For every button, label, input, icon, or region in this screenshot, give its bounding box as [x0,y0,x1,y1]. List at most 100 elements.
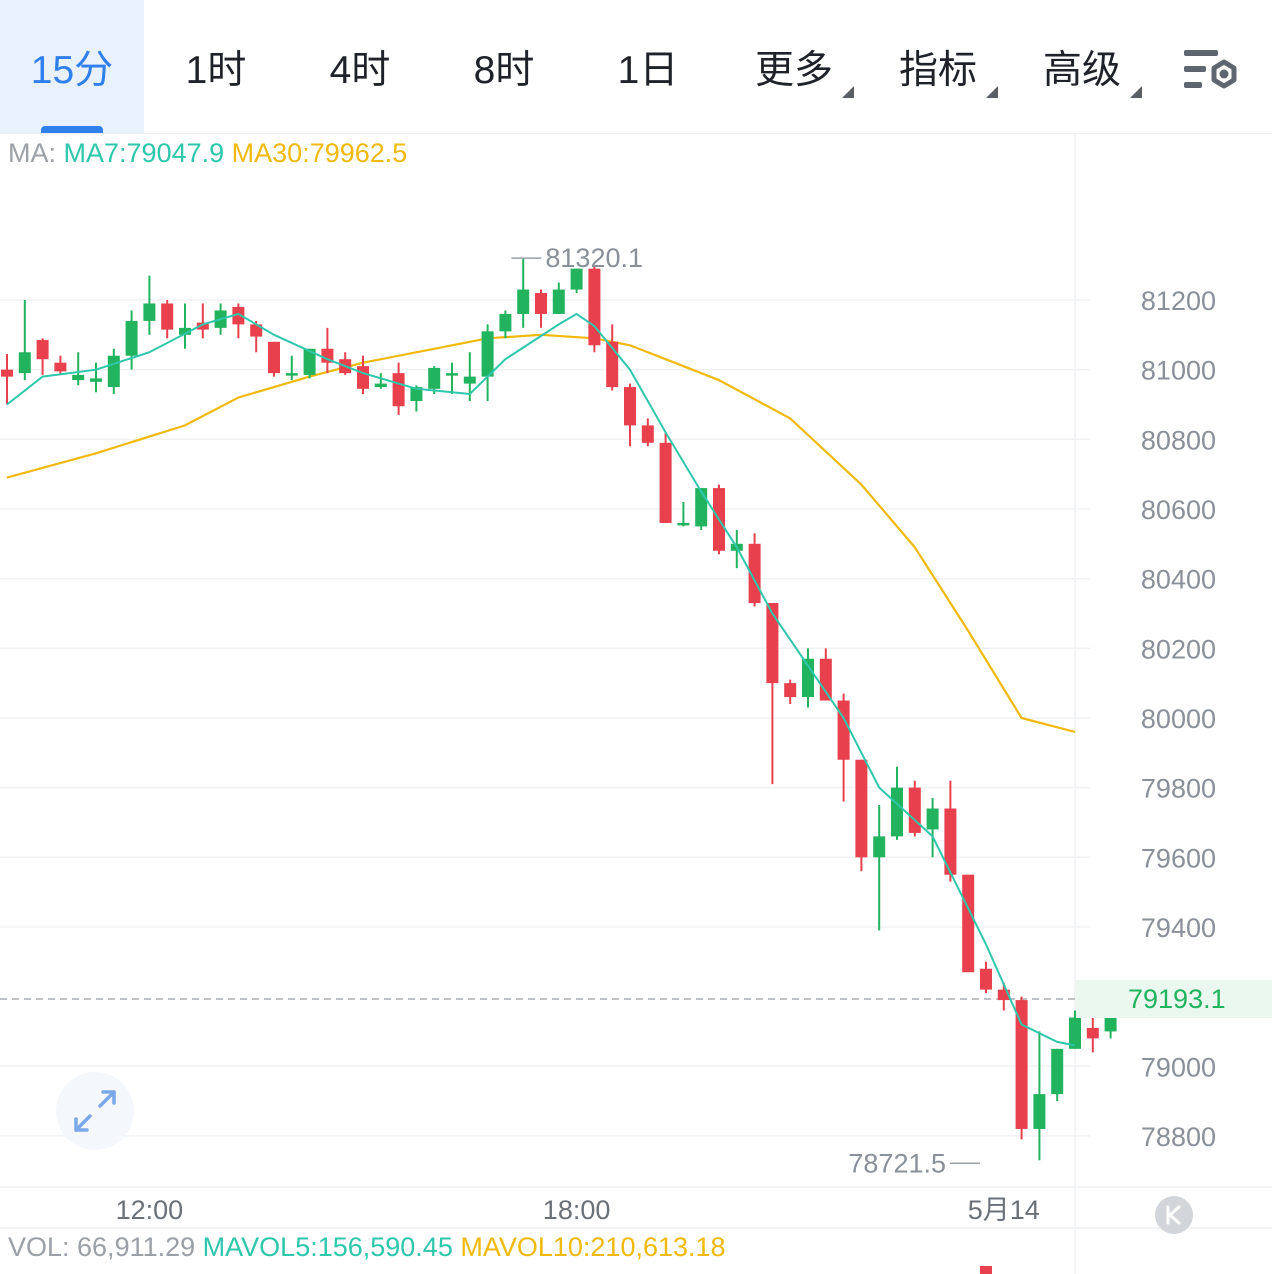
tab-indicators-dropdown[interactable]: 指标 [866,0,1010,133]
candle-body [1015,1000,1028,1129]
candle-body [766,603,779,684]
y-tick-label: 79600 [1141,843,1216,873]
candle-body [873,836,886,858]
candle-body [855,759,868,858]
volume-bar [980,1266,992,1274]
candle-body [624,387,636,426]
y-tick-label: 80800 [1141,425,1216,455]
candle-body [997,989,1010,1001]
ma-legend-prefix: MA: [8,138,64,168]
candle-body [1033,1094,1046,1129]
candle-body [641,425,654,443]
tab-label: 1时 [185,48,247,92]
active-tab-indicator [41,126,103,133]
x-tick-label: 12:00 [116,1195,184,1225]
candle-body [1,369,13,377]
current-price-value: 79193.1 [1128,983,1226,1014]
tab-advanced-dropdown[interactable]: 高级 [1010,0,1154,133]
candle-body [125,320,138,356]
candle-body [481,331,494,377]
scroll-to-latest-button[interactable] [1155,1196,1193,1234]
candle-body [819,658,832,701]
candle-body [303,348,316,375]
candle-body [552,289,565,314]
tab-more-dropdown[interactable]: 更多 [722,0,866,133]
candle-body [357,366,369,389]
low-price-label: 78721.5 [848,1148,946,1178]
candle-body [926,808,939,830]
dropdown-triangle-icon [1130,86,1142,98]
candle-body [962,874,975,973]
candle-body [196,322,209,330]
candle-body [90,378,102,382]
tab-label: 4时 [329,48,391,92]
y-tick-label: 80600 [1141,495,1216,525]
tab-label: 15分 [30,48,114,92]
candle-body [285,373,298,376]
tab-label: 高级 [1042,48,1121,92]
ma-legend: MA: MA7:79047.9 MA30:79962.5 [8,138,407,169]
y-tick-label: 79400 [1141,913,1216,943]
candle-body [980,968,992,990]
tab-1d[interactable]: 1日 [576,0,720,133]
mavol10-value: MAVOL10:210,613.18 [460,1232,726,1262]
candle-body [232,306,245,325]
y-tick-label: 80200 [1141,634,1216,664]
y-tick-label: 79800 [1141,774,1216,804]
latest-icon [1166,1205,1181,1225]
candle-body [36,340,49,360]
candle-body [677,522,690,526]
candle-body [428,367,441,389]
ma7-line [6,312,1076,1047]
candle-body [1051,1048,1064,1095]
candle-body [179,327,191,335]
candle-body [392,373,405,407]
dropdown-triangle-icon [842,86,854,98]
candle-body [268,341,280,374]
x-tick-label: 18:00 [543,1195,611,1225]
candle-body [143,303,156,321]
current-price-tag: 79193.1 [1076,980,1272,1018]
candle-body [1069,1017,1081,1049]
candle-body [107,355,120,388]
tab-4h[interactable]: 4时 [288,0,432,133]
timeframe-tabbar: 15分 1时 4时 8时 1日 更多 指标 高级 [0,0,1272,134]
candle-body [837,700,850,760]
tab-label: 1日 [617,48,679,92]
candle-body [446,373,458,376]
y-tick-label: 80000 [1141,704,1216,734]
high-price-label: 81320.1 [545,243,643,273]
expand-chart-button[interactable] [56,1072,134,1150]
candle-body [18,352,31,374]
candle-body [570,268,583,290]
tab-label: 8时 [473,48,535,92]
y-tick-label: 81000 [1141,356,1216,386]
chart-settings-icon[interactable] [1180,44,1244,102]
candle-body [161,303,174,330]
candle-body [802,658,814,698]
volume-legend: VOL: 66,911.29 MAVOL5:156,590.45 MAVOL10… [8,1232,726,1263]
x-tick-label: 5月14 [968,1195,1040,1225]
ma7-value: MA7:79047.9 [63,138,225,168]
candle-body [72,374,85,381]
candle-body [784,683,797,698]
candle-body [517,289,530,314]
candle-body [908,787,921,833]
candle-body [499,313,512,332]
ma30-line [6,333,1076,733]
candle-body [588,268,601,346]
tab-8h[interactable]: 8时 [432,0,576,133]
candle-body [463,376,476,384]
tab-15m[interactable]: 15分 [0,0,144,133]
candle-body [695,488,708,527]
ma30-value: MA30:79962.5 [231,138,408,168]
tab-label: 更多 [754,48,833,92]
expand-icon [74,1090,116,1132]
candle-body [250,324,263,337]
dropdown-triangle-icon [986,86,998,98]
y-tick-label: 80400 [1141,565,1216,595]
tab-1h[interactable]: 1时 [144,0,288,133]
candle-body [748,543,761,604]
candle-body [535,293,547,314]
